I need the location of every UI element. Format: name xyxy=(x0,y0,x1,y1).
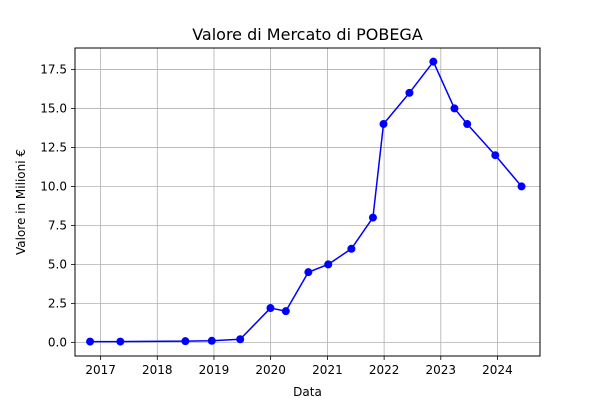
y-tick-label: 0.0 xyxy=(48,335,67,349)
x-tick-label: 2020 xyxy=(255,363,286,377)
x-tick-label: 2022 xyxy=(369,363,400,377)
data-point xyxy=(304,268,313,277)
data-point xyxy=(405,88,414,97)
x-axis-label: Data xyxy=(293,385,322,399)
data-point xyxy=(347,244,356,253)
data-point xyxy=(281,307,290,316)
data-point xyxy=(450,104,459,113)
data-point xyxy=(324,260,333,269)
y-axis-label: Valore in Milioni € xyxy=(14,149,28,255)
y-tick-label: 2.5 xyxy=(48,296,67,310)
chart-title: Valore di Mercato di POBEGA xyxy=(192,25,423,44)
data-point xyxy=(491,151,500,160)
y-tick-label: 17.5 xyxy=(40,62,67,76)
data-point xyxy=(266,304,275,313)
x-tick-label: 2017 xyxy=(85,363,116,377)
y-tick-label: 5.0 xyxy=(48,257,67,271)
data-point xyxy=(207,336,216,345)
plot-frame xyxy=(74,47,541,357)
data-point xyxy=(429,57,438,66)
x-tick-label: 2019 xyxy=(199,363,230,377)
data-point xyxy=(379,120,388,129)
data-point xyxy=(86,337,95,346)
data-point xyxy=(116,337,125,346)
data-point xyxy=(517,182,526,191)
y-tick-label: 12.5 xyxy=(40,140,67,154)
grid xyxy=(75,48,540,356)
data-point xyxy=(368,213,377,222)
series-layer xyxy=(86,57,526,346)
x-tick-label: 2021 xyxy=(312,363,343,377)
data-point xyxy=(463,120,472,129)
x-tick-label: 2024 xyxy=(482,363,513,377)
x-tick-label: 2023 xyxy=(426,363,457,377)
y-tick-label: 7.5 xyxy=(48,218,67,232)
data-point xyxy=(181,337,190,346)
y-tick-label: 10.0 xyxy=(40,179,67,193)
ticks: 2017 2018 2019 2020 2021 2022 2023 2024 0.0 2.5 5.… xyxy=(40,62,512,377)
data-point xyxy=(236,335,245,344)
y-tick-label: 15.0 xyxy=(40,101,67,115)
x-tick-label: 2018 xyxy=(142,363,173,377)
